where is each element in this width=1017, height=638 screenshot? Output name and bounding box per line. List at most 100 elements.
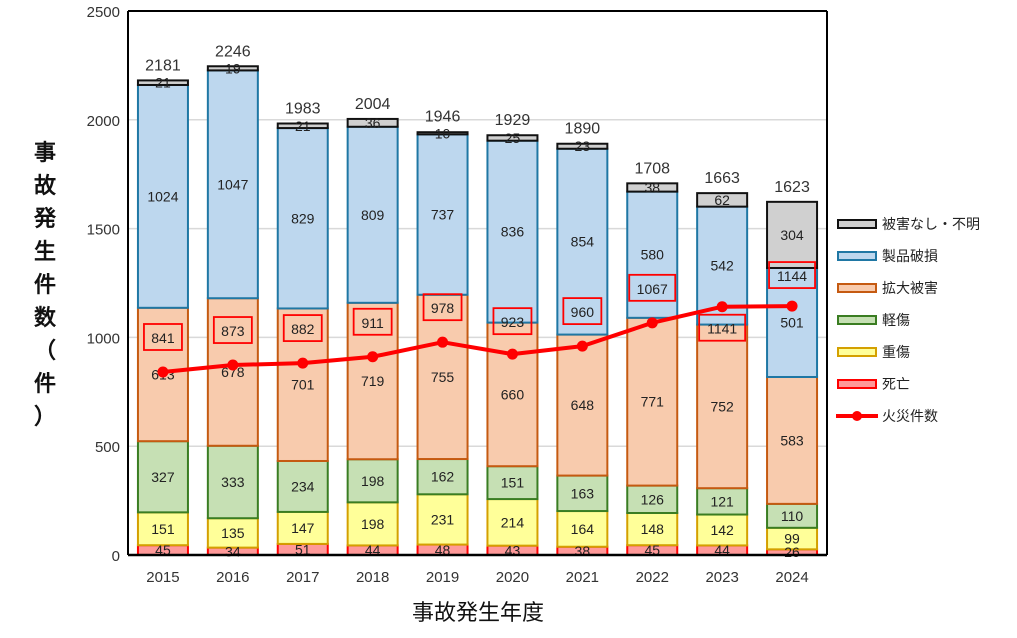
legend-swatch — [837, 347, 877, 357]
bar-segment — [136, 83, 189, 309]
fire-label-box — [562, 297, 603, 326]
fire-label: 960 — [571, 304, 595, 320]
x-tick-label: 2023 — [705, 569, 738, 586]
y-axis-title-char: 件 — [34, 372, 56, 397]
data-label: 142 — [710, 522, 734, 538]
fire-line-point — [227, 359, 239, 371]
bar-segment — [696, 513, 749, 547]
data-label: 1047 — [217, 176, 248, 192]
bar-segment — [346, 301, 399, 461]
bar-segment — [346, 458, 399, 504]
fire-label-box — [282, 314, 323, 342]
data-label: 34 — [225, 543, 241, 559]
y-tick-label: 500 — [95, 439, 120, 456]
bar-segment — [276, 307, 329, 462]
bar-segment — [626, 512, 679, 547]
fire-label-box — [698, 313, 747, 342]
fire-line-point — [367, 351, 379, 363]
data-label: 198 — [361, 516, 385, 532]
x-tick-label: 2018 — [356, 569, 389, 586]
fire-label: 1067 — [637, 281, 668, 297]
data-label: 809 — [361, 207, 385, 223]
fire-line-point — [157, 366, 169, 378]
bar-segment — [766, 376, 819, 505]
total-label: 1890 — [565, 121, 601, 138]
data-label: 198 — [361, 473, 385, 489]
data-label: 110 — [781, 508, 804, 524]
legend-swatch — [837, 251, 877, 261]
bar-segment — [346, 501, 399, 547]
legend-label: 拡大被害 — [882, 281, 938, 297]
bar-segment — [626, 182, 679, 193]
fire-label-box — [422, 293, 463, 322]
fire-label-box — [212, 316, 253, 344]
legend-line-marker — [852, 411, 862, 421]
bar-segment — [486, 498, 539, 547]
legend-label: 重傷 — [882, 345, 910, 361]
bar-segment — [556, 147, 609, 336]
fire-line-path — [162, 304, 793, 374]
data-label: 854 — [571, 234, 595, 250]
data-label: 501 — [780, 314, 804, 330]
y-tick-label: 2000 — [87, 113, 120, 130]
bar-segment — [276, 127, 329, 310]
data-label: 38 — [644, 179, 660, 195]
fire-line-point — [506, 348, 518, 360]
bar-segment — [206, 444, 259, 520]
y-axis-title-char: 生 — [34, 240, 56, 265]
data-label: 23 — [575, 138, 591, 154]
y-tick-label: 1000 — [87, 330, 120, 347]
bar-segment — [486, 321, 539, 468]
data-label: 126 — [641, 491, 665, 507]
y-axis-title: 事故発生件数（件） — [33, 140, 57, 430]
fire-label-box — [143, 323, 183, 351]
total-label: 1946 — [425, 109, 461, 126]
axes: 0 500 1000 1500 2000 2500 2015 2016 2017 2018 2019… — [87, 4, 828, 586]
total-label: 1623 — [774, 179, 810, 196]
bar-segment — [696, 323, 749, 490]
data-label: 583 — [780, 432, 804, 448]
data-label: 21 — [155, 75, 171, 91]
fire-line-point — [786, 300, 798, 312]
data-label: 701 — [291, 377, 315, 393]
data-label: 121 — [710, 493, 734, 509]
legend-swatch — [837, 315, 877, 325]
bar-segment — [136, 79, 189, 86]
bar-segment — [696, 192, 749, 208]
fire-line-point — [297, 357, 309, 369]
x-tick-label: 2021 — [566, 569, 599, 586]
data-label: 151 — [151, 521, 175, 537]
total-label: 2181 — [145, 57, 181, 74]
legend-label: 製品破損 — [882, 249, 938, 265]
data-label: 752 — [710, 398, 734, 414]
legend-swatch — [837, 379, 877, 389]
y-axis-title-char: 数 — [34, 305, 57, 331]
fire-label: 882 — [291, 321, 315, 337]
data-label: 737 — [431, 207, 455, 223]
data-label: 648 — [571, 397, 595, 413]
y-axis-title-char: （ — [34, 339, 56, 364]
data-label: 62 — [714, 192, 730, 208]
data-label: 755 — [431, 369, 455, 385]
y-axis-title-char: 故 — [34, 173, 57, 199]
fire-label: 911 — [361, 315, 384, 331]
data-label: 135 — [221, 525, 245, 541]
fire-label: 1144 — [777, 268, 807, 284]
bar-segment — [276, 510, 329, 545]
bar-segment — [276, 122, 329, 130]
fire-line-point — [576, 340, 588, 352]
bar-segment — [276, 459, 329, 513]
fire-label: 841 — [151, 330, 175, 346]
fire-label-box — [492, 307, 533, 336]
bar-segment — [486, 139, 539, 324]
x-tick-label: 2019 — [426, 569, 459, 586]
bar-segment — [766, 266, 819, 379]
y-tick-label: 0 — [112, 548, 120, 565]
data-label: 333 — [221, 474, 245, 490]
x-tick-label: 2017 — [286, 569, 319, 586]
data-label: 164 — [571, 521, 595, 537]
data-label: 38 — [575, 543, 591, 559]
fire-label-box — [628, 273, 677, 302]
fire-line-point — [646, 317, 658, 329]
